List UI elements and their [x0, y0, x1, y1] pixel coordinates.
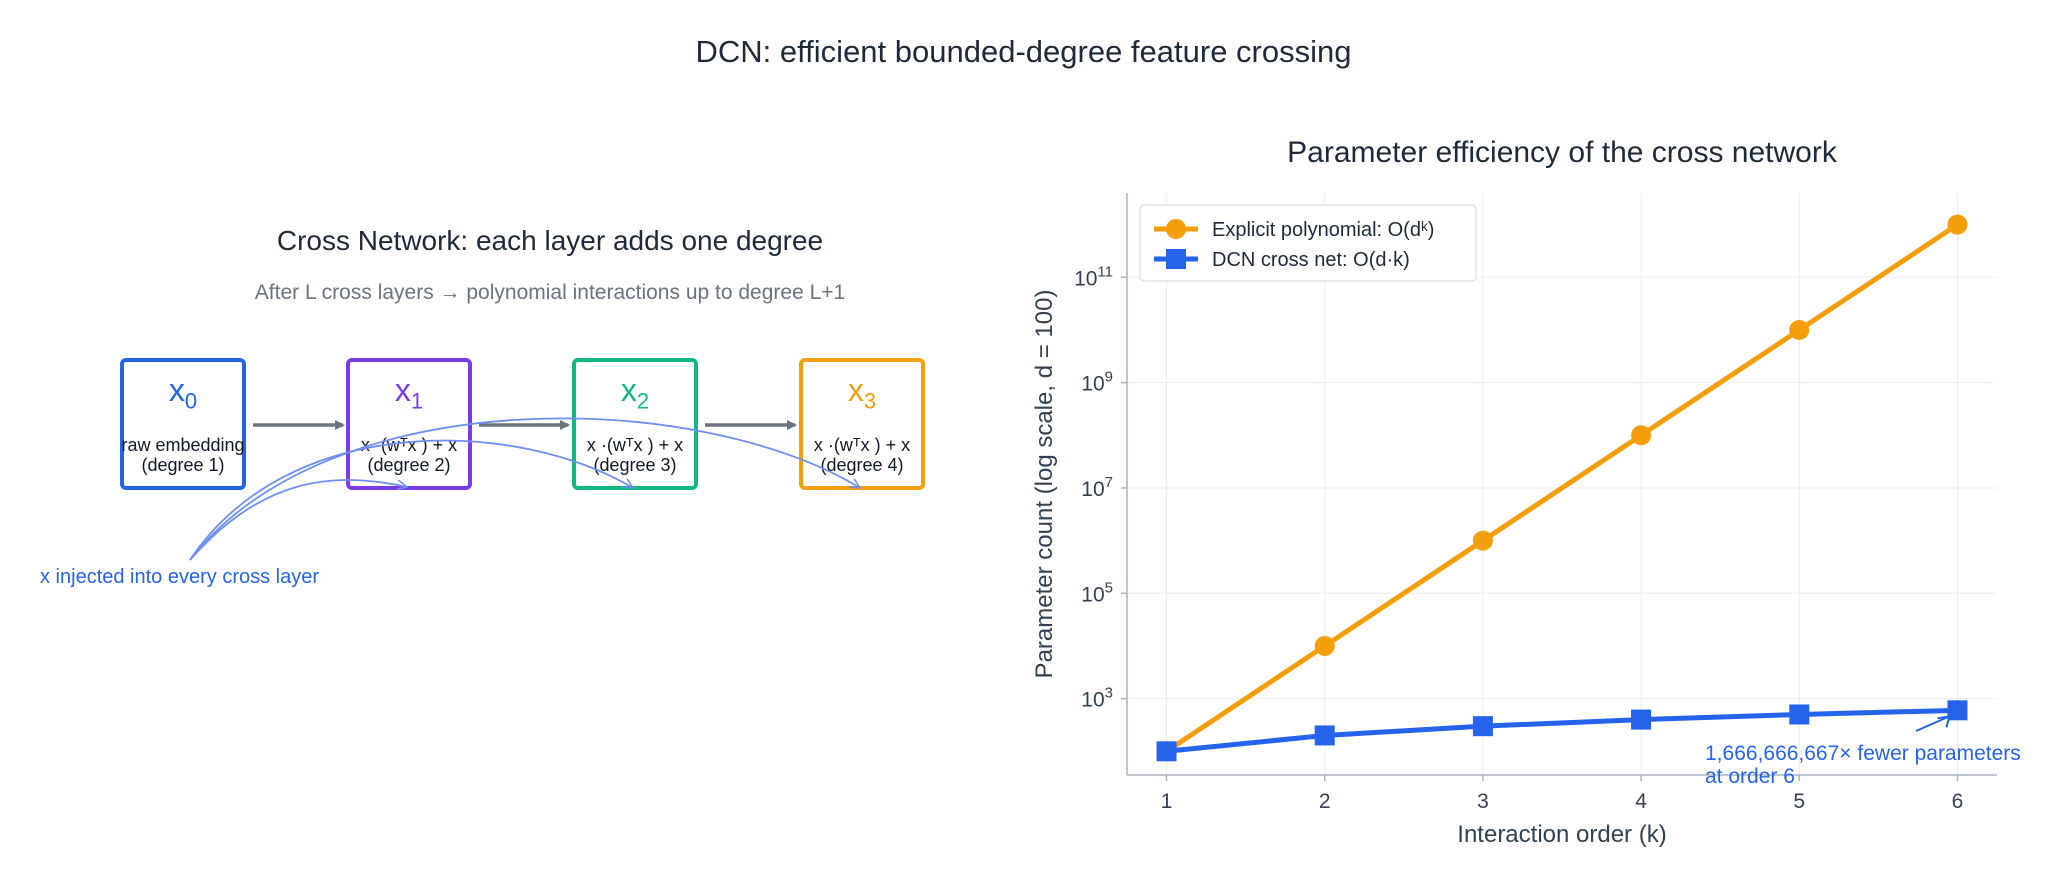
annotation-text-line2: at order 6: [1705, 765, 1795, 788]
legend-box: [1139, 204, 1477, 282]
series-point-square: [1789, 704, 1810, 725]
y-tick-label: 1011: [1074, 263, 1113, 290]
series-point-square: [1314, 725, 1335, 746]
legend-label-2: DCN cross net: O(d·k): [1212, 249, 1410, 271]
series-point-square: [1947, 700, 1968, 721]
y-tick-exponent: 5: [1105, 579, 1113, 596]
node-label-subscript: 3: [863, 388, 877, 414]
node-label: x0: [124, 372, 242, 414]
annotation-text-line1: 1,666,666,667× fewer parameters: [1705, 742, 2021, 765]
x-tick-label: 2: [1319, 790, 1331, 813]
series-point-circle: [1314, 635, 1335, 656]
series-point-circle: [1947, 214, 1968, 235]
node-label-subscript: 1: [410, 388, 424, 414]
injection-note: x injected into every cross layer: [40, 566, 320, 588]
y-tick-exponent: 11: [1097, 263, 1113, 280]
y-tick-label: 107: [1081, 474, 1113, 501]
node-label: x2: [576, 372, 694, 414]
series-line-1: [1165, 222, 1959, 754]
series-point-square: [1472, 716, 1493, 737]
annotation-arrow: [1915, 715, 1950, 732]
node-label-base: x: [620, 372, 637, 408]
x-tick-label: 3: [1477, 790, 1489, 813]
x-tick-label: 4: [1635, 790, 1647, 813]
diagram-title: Cross Network: each layer adds one degre…: [276, 225, 824, 256]
y-tick-base: 10: [1081, 478, 1104, 501]
series-line-2: [1166, 707, 1958, 754]
legend-marker-circle: [1166, 219, 1186, 239]
diagram-subtitle: After L cross layers → polynomial intera…: [254, 281, 846, 304]
series-point-circle: [1631, 425, 1652, 446]
y-tick-label: 109: [1081, 369, 1113, 396]
series-point-square: [1156, 741, 1177, 762]
node-label-base: x: [847, 372, 864, 408]
chart-title: Parameter efficiency of the cross networ…: [1287, 136, 1838, 169]
y-axis-label: Parameter count (log scale, d = 100): [1031, 290, 1058, 679]
annotation-arrowhead: [1937, 715, 1951, 728]
x-tick-label: 6: [1952, 790, 1964, 813]
legend-label-1: Explicit polynomial: O(dᵏ): [1212, 219, 1434, 241]
y-tick-label: 103: [1081, 685, 1113, 712]
y-tick-label: 105: [1081, 579, 1113, 606]
x-tick-label: 1: [1161, 790, 1173, 813]
node-label-subscript: 2: [636, 388, 650, 414]
y-tick-base: 10: [1074, 267, 1097, 290]
node-label-base: x: [168, 372, 185, 408]
y-tick-exponent: 9: [1105, 369, 1113, 386]
page-title: DCN: efficient bounded-degree feature cr…: [695, 34, 1352, 69]
node-label-subscript: 0: [184, 388, 198, 414]
y-tick-base: 10: [1081, 689, 1104, 712]
x-axis-label: Interaction order (k): [1457, 821, 1666, 848]
node-label-base: x: [394, 372, 411, 408]
y-tick-exponent: 7: [1105, 474, 1113, 491]
node-label: x1: [350, 372, 468, 414]
series-point-circle: [1789, 319, 1810, 340]
y-tick-base: 10: [1081, 373, 1104, 396]
series-point-circle: [1472, 530, 1493, 551]
node-label: x3: [803, 372, 921, 414]
y-tick-exponent: 3: [1105, 685, 1113, 702]
y-tick-base: 10: [1081, 583, 1104, 606]
x-tick-label: 5: [1793, 790, 1805, 813]
series-point-square: [1631, 709, 1652, 730]
legend-marker-square: [1166, 249, 1186, 269]
